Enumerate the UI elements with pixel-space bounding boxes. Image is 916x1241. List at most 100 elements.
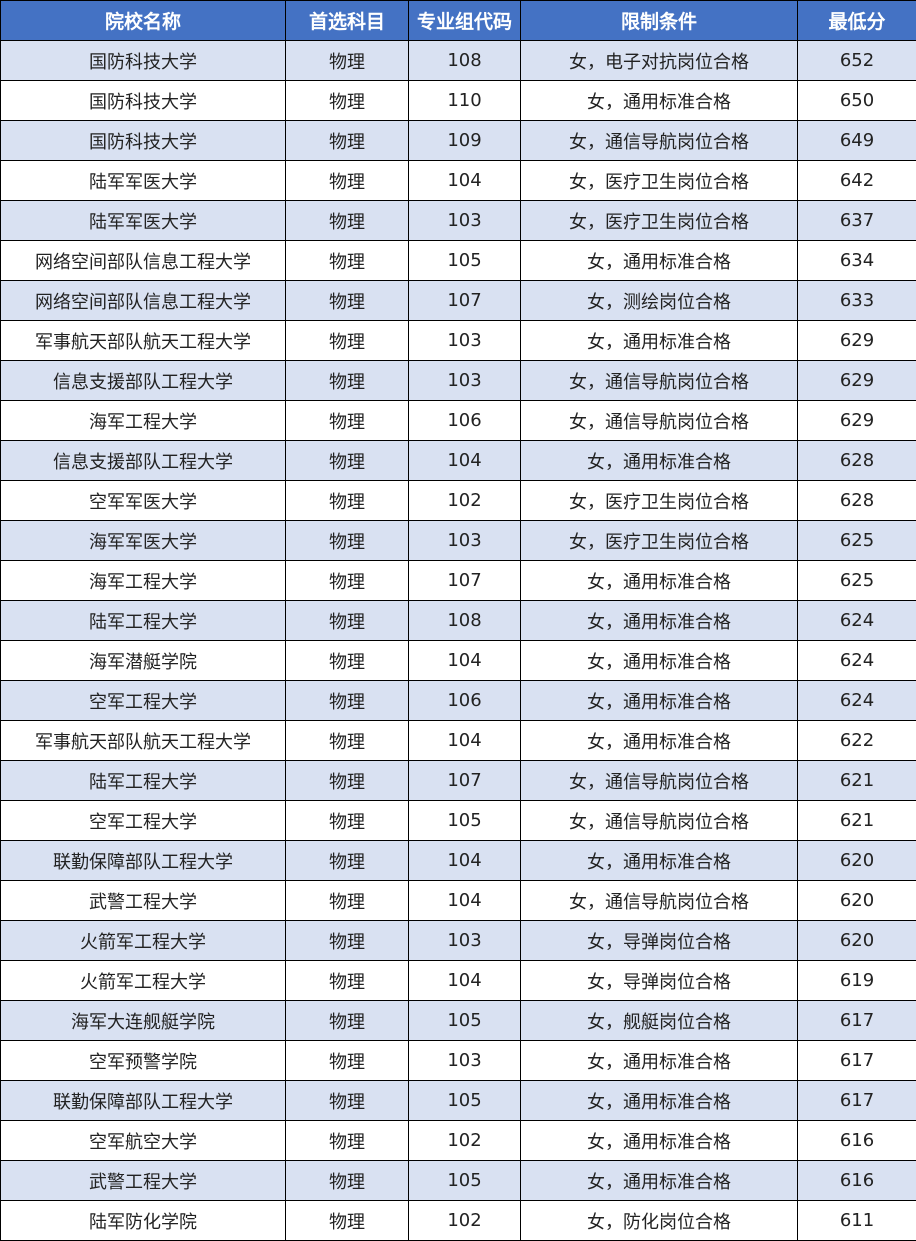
cell-min-score: 619 bbox=[797, 960, 916, 1001]
cell-restriction: 女，医疗卫生岗位合格 bbox=[520, 480, 798, 521]
table-row: 网络空间部队信息工程大学 物理 105 女，通用标准合格 634 bbox=[0, 240, 916, 281]
cell-school: 网络空间部队信息工程大学 bbox=[0, 280, 286, 321]
cell-group-code: 109 bbox=[408, 120, 521, 161]
cell-restriction: 女，医疗卫生岗位合格 bbox=[520, 160, 798, 201]
cell-restriction: 女，通用标准合格 bbox=[520, 320, 798, 361]
cell-subject: 物理 bbox=[285, 800, 409, 841]
cell-restriction: 女，舰艇岗位合格 bbox=[520, 1000, 798, 1041]
table-row: 空军工程大学 物理 106 女，通用标准合格 624 bbox=[0, 680, 916, 721]
cell-group-code: 104 bbox=[408, 440, 521, 481]
cell-group-code: 108 bbox=[408, 40, 521, 81]
header-group-code: 专业组代码 bbox=[408, 0, 521, 41]
header-row: 院校名称 首选科目 专业组代码 限制条件 最低分 bbox=[0, 0, 916, 41]
cell-subject: 物理 bbox=[285, 200, 409, 241]
cell-subject: 物理 bbox=[285, 280, 409, 321]
cell-group-code: 105 bbox=[408, 240, 521, 281]
cell-school: 国防科技大学 bbox=[0, 40, 286, 81]
cell-subject: 物理 bbox=[285, 1160, 409, 1201]
cell-school: 火箭军工程大学 bbox=[0, 920, 286, 961]
cell-school: 联勤保障部队工程大学 bbox=[0, 1080, 286, 1121]
cell-group-code: 102 bbox=[408, 480, 521, 521]
table-row: 联勤保障部队工程大学 物理 105 女，通用标准合格 617 bbox=[0, 1080, 916, 1121]
cell-min-score: 620 bbox=[797, 840, 916, 881]
cell-min-score: 611 bbox=[797, 1200, 916, 1241]
cell-subject: 物理 bbox=[285, 880, 409, 921]
cell-school: 武警工程大学 bbox=[0, 1160, 286, 1201]
table-row: 联勤保障部队工程大学 物理 104 女，通用标准合格 620 bbox=[0, 840, 916, 881]
cell-school: 空军航空大学 bbox=[0, 1120, 286, 1161]
cell-school: 陆军工程大学 bbox=[0, 600, 286, 641]
table-row: 武警工程大学 物理 105 女，通用标准合格 616 bbox=[0, 1160, 916, 1201]
cell-subject: 物理 bbox=[285, 160, 409, 201]
cell-subject: 物理 bbox=[285, 640, 409, 681]
cell-min-score: 624 bbox=[797, 600, 916, 641]
cell-subject: 物理 bbox=[285, 1080, 409, 1121]
cell-restriction: 女，通用标准合格 bbox=[520, 600, 798, 641]
table-row: 陆军防化学院 物理 102 女，防化岗位合格 611 bbox=[0, 1200, 916, 1241]
cell-min-score: 628 bbox=[797, 440, 916, 481]
cell-group-code: 105 bbox=[408, 1080, 521, 1121]
cell-group-code: 104 bbox=[408, 960, 521, 1001]
cell-school: 空军工程大学 bbox=[0, 680, 286, 721]
cell-restriction: 女，通用标准合格 bbox=[520, 720, 798, 761]
cell-restriction: 女，通信导航岗位合格 bbox=[520, 800, 798, 841]
cell-subject: 物理 bbox=[285, 1120, 409, 1161]
cell-school: 海军军医大学 bbox=[0, 520, 286, 561]
cell-subject: 物理 bbox=[285, 520, 409, 561]
cell-school: 军事航天部队航天工程大学 bbox=[0, 720, 286, 761]
cell-min-score: 652 bbox=[797, 40, 916, 81]
cell-min-score: 620 bbox=[797, 880, 916, 921]
table-row: 军事航天部队航天工程大学 物理 104 女，通用标准合格 622 bbox=[0, 720, 916, 761]
cell-restriction: 女，通用标准合格 bbox=[520, 1080, 798, 1121]
cell-restriction: 女，通信导航岗位合格 bbox=[520, 880, 798, 921]
cell-subject: 物理 bbox=[285, 680, 409, 721]
cell-restriction: 女，通用标准合格 bbox=[520, 240, 798, 281]
cell-min-score: 624 bbox=[797, 680, 916, 721]
cell-group-code: 108 bbox=[408, 600, 521, 641]
cell-restriction: 女，通信导航岗位合格 bbox=[520, 120, 798, 161]
cell-restriction: 女，通用标准合格 bbox=[520, 1040, 798, 1081]
cell-min-score: 625 bbox=[797, 520, 916, 561]
cell-group-code: 106 bbox=[408, 680, 521, 721]
cell-restriction: 女，通用标准合格 bbox=[520, 440, 798, 481]
table-row: 海军潜艇学院 物理 104 女，通用标准合格 624 bbox=[0, 640, 916, 681]
cell-subject: 物理 bbox=[285, 360, 409, 401]
cell-restriction: 女，测绘岗位合格 bbox=[520, 280, 798, 321]
table-row: 网络空间部队信息工程大学 物理 107 女，测绘岗位合格 633 bbox=[0, 280, 916, 321]
cell-min-score: 621 bbox=[797, 800, 916, 841]
cell-restriction: 女，通信导航岗位合格 bbox=[520, 360, 798, 401]
cell-subject: 物理 bbox=[285, 1000, 409, 1041]
cell-subject: 物理 bbox=[285, 1200, 409, 1241]
cell-min-score: 650 bbox=[797, 80, 916, 121]
cell-subject: 物理 bbox=[285, 840, 409, 881]
cell-subject: 物理 bbox=[285, 120, 409, 161]
table-row: 陆军军医大学 物理 103 女，医疗卫生岗位合格 637 bbox=[0, 200, 916, 241]
cell-group-code: 104 bbox=[408, 880, 521, 921]
cell-school: 海军大连舰艇学院 bbox=[0, 1000, 286, 1041]
cell-min-score: 649 bbox=[797, 120, 916, 161]
cell-school: 陆军防化学院 bbox=[0, 1200, 286, 1241]
header-subject: 首选科目 bbox=[285, 0, 409, 41]
cell-school: 陆军工程大学 bbox=[0, 760, 286, 801]
cell-subject: 物理 bbox=[285, 760, 409, 801]
cell-group-code: 102 bbox=[408, 1120, 521, 1161]
cell-group-code: 102 bbox=[408, 1200, 521, 1241]
cell-restriction: 女，通用标准合格 bbox=[520, 1160, 798, 1201]
cell-school: 信息支援部队工程大学 bbox=[0, 440, 286, 481]
cell-subject: 物理 bbox=[285, 240, 409, 281]
table-row: 空军军医大学 物理 102 女，医疗卫生岗位合格 628 bbox=[0, 480, 916, 521]
cell-subject: 物理 bbox=[285, 960, 409, 1001]
cell-min-score: 629 bbox=[797, 360, 916, 401]
cell-group-code: 103 bbox=[408, 520, 521, 561]
table-row: 海军工程大学 物理 106 女，通信导航岗位合格 629 bbox=[0, 400, 916, 441]
cell-school: 火箭军工程大学 bbox=[0, 960, 286, 1001]
cell-group-code: 103 bbox=[408, 200, 521, 241]
cell-min-score: 629 bbox=[797, 400, 916, 441]
table-row: 武警工程大学 物理 104 女，通信导航岗位合格 620 bbox=[0, 880, 916, 921]
cell-school: 军事航天部队航天工程大学 bbox=[0, 320, 286, 361]
cell-restriction: 女，医疗卫生岗位合格 bbox=[520, 520, 798, 561]
cell-school: 国防科技大学 bbox=[0, 80, 286, 121]
cell-group-code: 106 bbox=[408, 400, 521, 441]
cell-group-code: 105 bbox=[408, 1160, 521, 1201]
